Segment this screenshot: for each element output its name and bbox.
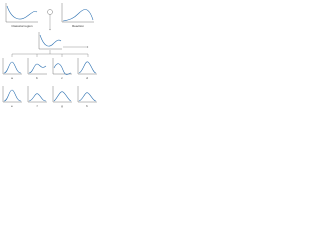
label: g (61, 104, 63, 108)
label: f (37, 104, 38, 108)
label: a (11, 76, 13, 80)
row1-plots (2, 58, 97, 75)
top-right-plot (61, 3, 94, 23)
diagram: Classical region Reaction a b c d e f g … (2, 3, 97, 108)
page: {"top": {"left_label": "Classical region… (0, 0, 100, 110)
label: Classical region (11, 24, 33, 28)
label: c (61, 76, 63, 80)
row2-plots (2, 86, 97, 103)
operator (47, 9, 53, 15)
top-left-plot (5, 3, 38, 23)
label: Reaction (72, 24, 84, 28)
label: d (86, 76, 88, 80)
label: b (36, 76, 38, 80)
connector (11, 50, 89, 57)
label: h (86, 104, 88, 108)
label: e (11, 104, 13, 108)
middle-plot (38, 32, 62, 50)
